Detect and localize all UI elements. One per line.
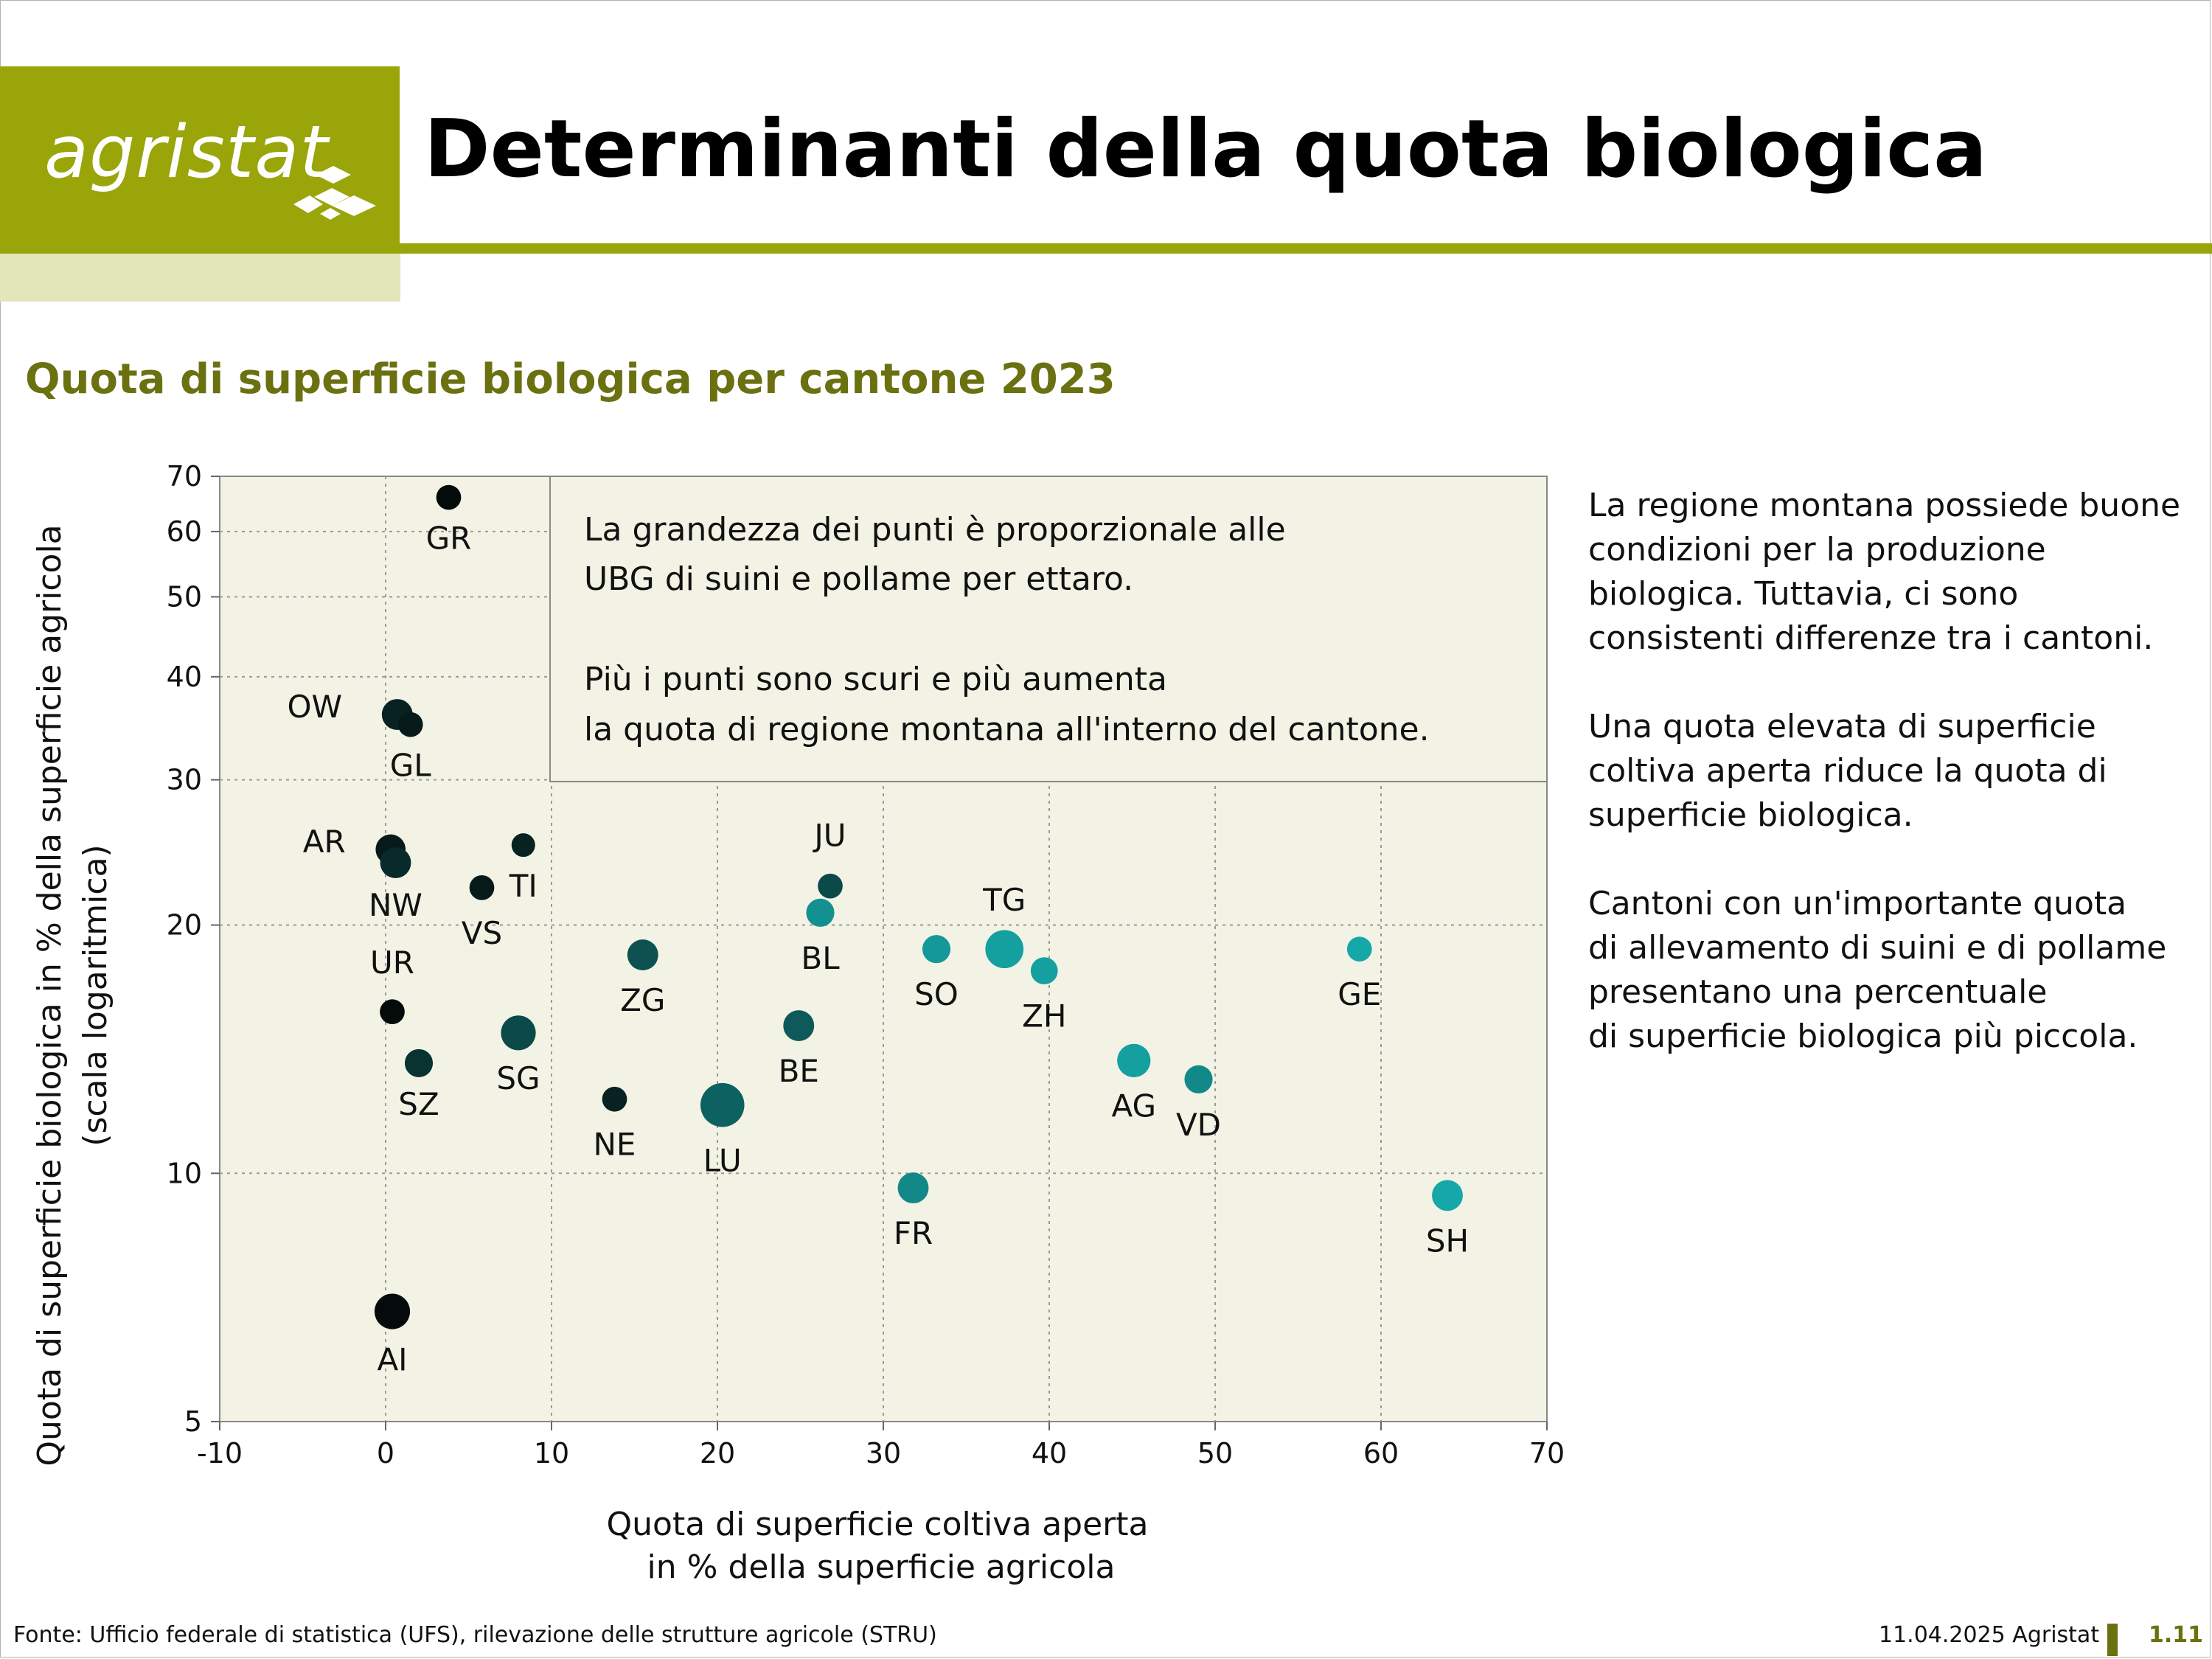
note-box-background — [549, 476, 1548, 782]
y-tick-label: 20 — [167, 909, 202, 942]
point-vd — [1184, 1065, 1213, 1093]
x-tick-label: 50 — [1197, 1437, 1233, 1470]
page-number: 1.11 — [2149, 1622, 2204, 1648]
point-label-sh: SH — [1426, 1222, 1469, 1259]
point-zh — [1030, 957, 1058, 985]
point-bl — [806, 898, 835, 927]
point-label-ti: TI — [509, 868, 538, 904]
point-gl — [397, 712, 423, 737]
commentary: La regione montana possiede buone condiz… — [1588, 484, 2193, 1103]
point-label-ai: AI — [377, 1342, 407, 1378]
point-label-be: BE — [779, 1053, 819, 1089]
note-line-2: UBG di suini e pollame per ettaro. — [584, 560, 1133, 598]
point-lu — [700, 1082, 745, 1127]
point-label-zh: ZH — [1022, 998, 1066, 1034]
point-label-zg: ZG — [620, 982, 665, 1018]
y-tick-labels: 5 10 20 30 40 50 60 70 — [167, 460, 202, 1438]
point-label-vd: VD — [1176, 1107, 1221, 1143]
x-tick-label: 40 — [1032, 1437, 1067, 1470]
agristat-logo-icon — [293, 166, 376, 220]
point-so — [922, 935, 951, 964]
point-sg — [501, 1015, 536, 1051]
point-fr — [897, 1172, 929, 1204]
commentary-paragraph-1: La regione montana possiede buone condiz… — [1588, 487, 2181, 657]
point-label-ow: OW — [287, 689, 342, 725]
logo-strip — [0, 254, 400, 302]
note-line-4: la quota di regione montana all'interno … — [584, 711, 1430, 748]
header-rule — [400, 243, 2212, 254]
point-label-sz: SZ — [398, 1086, 439, 1122]
footer-divider — [2107, 1624, 2118, 1656]
x-tick-label: 60 — [1363, 1437, 1399, 1470]
point-label-gr: GR — [426, 521, 472, 557]
point-ag — [1117, 1043, 1151, 1077]
point-nw — [380, 847, 411, 879]
y-tick-label: 70 — [167, 460, 202, 493]
point-ur — [380, 999, 405, 1025]
point-ti — [511, 833, 535, 858]
y-tick-label: 10 — [167, 1157, 202, 1189]
y-tick-label: 5 — [184, 1405, 202, 1438]
point-tg — [985, 930, 1024, 969]
data-points — [374, 484, 1463, 1329]
x-tick-label: 0 — [377, 1437, 394, 1470]
point-sh — [1432, 1180, 1463, 1211]
point-label-so: SO — [914, 976, 959, 1012]
point-zg — [627, 939, 658, 971]
point-label-ar: AR — [303, 824, 346, 860]
page-title: Determinanti della quota biologica — [424, 103, 1988, 195]
point-label-sg: SG — [496, 1060, 540, 1096]
x-tick-label: 30 — [866, 1437, 901, 1470]
point-label-fr: FR — [894, 1215, 933, 1251]
point-label-ge: GE — [1338, 976, 1381, 1012]
point-gr — [436, 484, 462, 510]
footer-date: 11.04.2025 Agristat — [1879, 1622, 2100, 1648]
x-tick-label: -10 — [197, 1437, 243, 1470]
note-line-3: Più i punti sono scuri e più aumenta — [584, 661, 1167, 698]
y-axis-title-line-2: (scala logaritmica) — [77, 844, 114, 1146]
note-box: La grandezza dei punti è proporzionale a… — [549, 476, 1548, 782]
point-ge — [1346, 936, 1372, 962]
commentary-paragraph-2: Una quota elevata di superficie coltiva … — [1588, 708, 2107, 834]
x-tick-labels: -10 0 10 20 30 40 50 60 70 — [197, 1437, 1565, 1470]
y-tick-label: 40 — [167, 661, 202, 693]
point-vs — [469, 875, 495, 900]
source-note: Fonte: Ufficio federale di statistica (U… — [13, 1622, 937, 1648]
point-ne — [602, 1086, 627, 1112]
point-label-nw: NW — [369, 887, 422, 923]
point-label-ne: NE — [594, 1127, 636, 1163]
x-tick-label: 10 — [534, 1437, 569, 1470]
x-tick-label: 20 — [700, 1437, 735, 1470]
commentary-paragraph-3: Cantoni con un'importante quota di allev… — [1588, 885, 2167, 1055]
point-label-lu: LU — [703, 1143, 742, 1179]
point-label-bl: BL — [801, 940, 840, 976]
point-sz — [404, 1048, 434, 1077]
chart-subtitle: Quota di superficie biologica per canton… — [25, 355, 1116, 403]
y-tick-label: 30 — [167, 764, 202, 796]
point-label-tg: TG — [982, 882, 1026, 918]
point-label-gl: GL — [390, 748, 432, 784]
y-tick-label: 60 — [167, 515, 202, 548]
x-axis-title-line-1: Quota di superficie coltiva aperta — [607, 1506, 1149, 1543]
point-be — [783, 1010, 815, 1042]
point-label-ur: UR — [370, 945, 414, 981]
y-tick-label: 50 — [167, 580, 202, 613]
x-tick-label: 70 — [1529, 1437, 1565, 1470]
agristat-logo-text: agristat — [44, 111, 329, 195]
point-label-ag: AG — [1111, 1088, 1156, 1124]
logo-block — [0, 66, 400, 254]
point-label-ju: JU — [812, 818, 846, 854]
y-axis-title-line-1: Quota di superficie biologica in % della… — [31, 524, 69, 1466]
point-ju — [818, 873, 843, 899]
x-axis-title-line-2: in % della superficie agricola — [647, 1548, 1116, 1586]
note-line-1: La grandezza dei punti è proporzionale a… — [584, 511, 1286, 549]
point-ai — [374, 1293, 411, 1329]
point-label-vs: VS — [462, 915, 502, 951]
